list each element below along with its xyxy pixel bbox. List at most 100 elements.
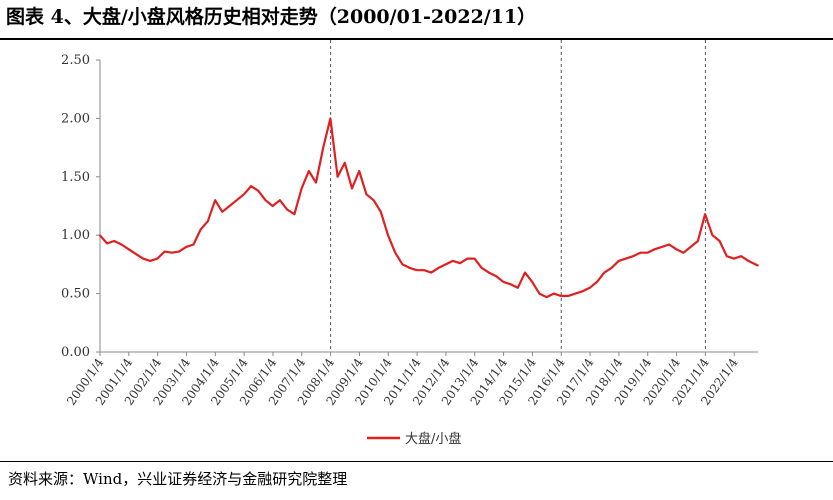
vertical-markers <box>330 40 706 352</box>
data-point <box>488 271 490 274</box>
data-point <box>502 281 505 283</box>
data-point <box>207 220 209 222</box>
data-point <box>757 264 759 267</box>
data-point <box>106 242 108 245</box>
data-point <box>257 190 260 192</box>
data-point <box>185 246 187 248</box>
data-point <box>675 248 678 250</box>
data-point <box>271 205 274 207</box>
data-point <box>250 185 252 187</box>
source-note: 资料来源：Wind，兴业证券经济与金融研究院整理 <box>8 470 348 488</box>
data-point <box>733 257 735 260</box>
y-tick-label: 1.00 <box>61 228 90 243</box>
data-point <box>466 257 469 260</box>
data-point <box>336 176 339 178</box>
data-point <box>653 248 656 250</box>
data-point <box>329 117 332 120</box>
data-point <box>127 248 130 250</box>
data-point <box>235 199 238 201</box>
data-point <box>531 281 533 283</box>
data-point <box>156 257 159 260</box>
data-point <box>596 281 598 283</box>
data-point <box>365 193 368 196</box>
data-point <box>113 240 115 242</box>
y-tick-label: 0.00 <box>61 345 90 360</box>
data-point <box>711 234 714 236</box>
data-point <box>459 262 461 265</box>
data-point <box>538 292 541 295</box>
data-point <box>718 240 721 242</box>
data-point <box>163 250 166 253</box>
data-point <box>372 199 375 201</box>
data-point <box>279 199 281 201</box>
data-point <box>625 257 627 260</box>
data-point <box>380 211 382 213</box>
data-point <box>99 234 101 236</box>
data-point <box>423 269 425 272</box>
bottom-rule <box>0 461 833 462</box>
data-point <box>135 253 137 255</box>
data-point <box>228 205 231 207</box>
data-point <box>581 290 584 293</box>
data-point <box>358 170 361 172</box>
data-point <box>480 267 483 269</box>
data-point <box>308 170 310 172</box>
data-point <box>149 260 151 262</box>
data-point <box>473 257 476 260</box>
data-point <box>120 243 123 246</box>
data-point <box>430 271 433 274</box>
data-point <box>574 292 577 295</box>
data-point <box>509 283 512 286</box>
data-point <box>545 296 548 298</box>
data-point <box>221 211 224 213</box>
data-point <box>243 193 245 196</box>
data-point <box>682 251 685 254</box>
data-point <box>408 267 411 269</box>
data-point <box>264 199 267 201</box>
series-layer <box>98 117 759 299</box>
series-line <box>98 117 759 299</box>
data-point <box>300 187 303 190</box>
data-point <box>315 181 317 184</box>
data-point <box>394 251 397 254</box>
chart-title: 图表 4、大盘/小盘风格历史相对走势（2000/01-2022/11） <box>6 6 537 28</box>
legend: 大盘/小盘 <box>367 431 461 447</box>
data-point <box>553 292 555 295</box>
data-point <box>293 213 296 215</box>
data-point <box>589 287 591 289</box>
data-point <box>401 263 404 266</box>
data-point <box>322 146 325 149</box>
data-point <box>192 243 195 246</box>
data-point <box>697 240 699 242</box>
data-point <box>646 251 649 254</box>
data-point <box>444 263 447 266</box>
data-point <box>632 255 634 257</box>
data-point <box>747 260 750 262</box>
chart-svg: 0.000.501.001.502.002.502000/1/42001/1/4… <box>61 40 759 447</box>
data-point <box>617 260 620 262</box>
data-point <box>142 257 144 260</box>
data-point <box>560 295 562 297</box>
data-point <box>387 234 389 236</box>
data-point <box>726 255 728 257</box>
data-point <box>704 213 706 215</box>
data-point <box>199 228 202 231</box>
data-point <box>437 267 440 269</box>
data-point <box>567 295 569 297</box>
data-point <box>171 251 173 254</box>
data-point <box>416 269 418 272</box>
data-point <box>178 250 180 253</box>
data-point <box>668 243 670 246</box>
y-tick-label: 2.00 <box>61 111 90 126</box>
legend-label: 大盘/小盘 <box>405 431 461 447</box>
data-point <box>351 187 353 190</box>
data-point <box>524 271 526 274</box>
y-tick-label: 2.50 <box>61 53 90 68</box>
data-point <box>610 267 613 269</box>
data-point <box>740 255 742 257</box>
data-point <box>286 208 288 211</box>
y-tick-label: 0.50 <box>61 287 90 302</box>
y-tick-label: 1.50 <box>61 170 90 185</box>
data-point <box>214 199 216 201</box>
data-point <box>689 246 692 248</box>
